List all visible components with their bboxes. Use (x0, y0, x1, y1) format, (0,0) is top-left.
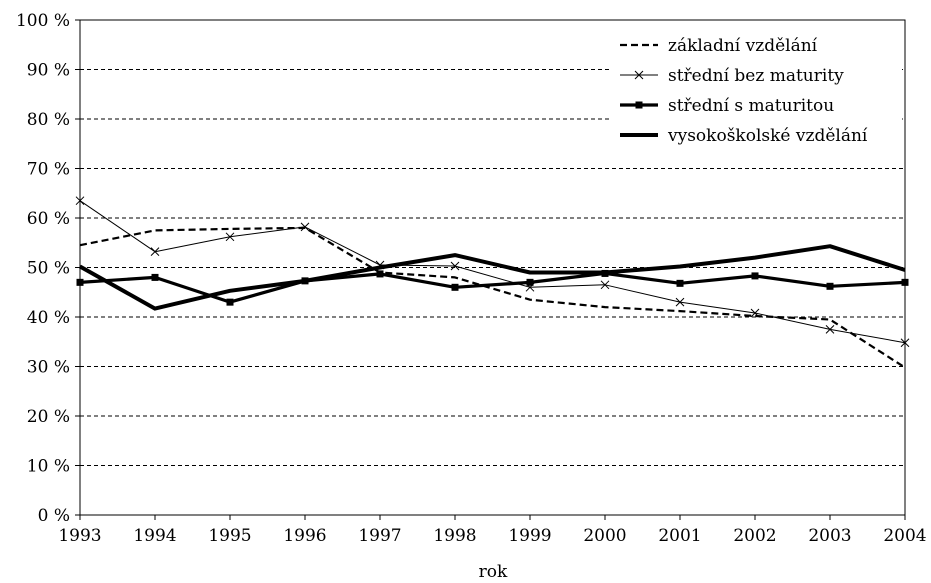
x-tick-label: 1998 (433, 526, 476, 546)
square-marker (526, 278, 534, 286)
square-marker (151, 273, 159, 281)
square-marker (376, 270, 384, 278)
x-tick-label: 2000 (583, 526, 626, 546)
legend-item-2: střední s maturitou (620, 96, 834, 116)
square-marker (676, 279, 684, 287)
y-tick-label: 60 % (27, 209, 70, 229)
x-marker (675, 297, 685, 307)
series-line (79, 244, 906, 311)
x-tick-label: 1994 (133, 526, 176, 546)
square-marker (76, 278, 84, 286)
square-marker (751, 272, 759, 280)
y-tick-label: 40 % (27, 308, 70, 328)
x-marker (750, 308, 760, 318)
x-tick-label: 2002 (733, 526, 776, 546)
legend-label: střední bez maturity (668, 66, 844, 86)
x-marker (450, 261, 460, 271)
series-line (79, 271, 906, 304)
x-marker (225, 232, 235, 242)
legend-label: střední s maturitou (668, 96, 834, 116)
x-tick-label: 1995 (208, 526, 251, 546)
square-marker (901, 278, 909, 286)
x-tick-label: 1999 (508, 526, 551, 546)
x-tick-label: 1997 (358, 526, 401, 546)
series-1 (75, 196, 910, 348)
x-tick-label: 2003 (808, 526, 851, 546)
y-tick-label: 80 % (27, 110, 70, 130)
y-tick-label: 0 % (38, 506, 70, 526)
x-tick-label: 1993 (58, 526, 101, 546)
legend: základní vzdělání střední bez maturity stř… (610, 30, 902, 162)
legend-item-3: vysokoškolské vzdělání (620, 126, 868, 146)
legend-box (610, 30, 902, 162)
x-axis-title: rok (479, 562, 508, 582)
x-marker (900, 338, 910, 348)
x-tick-label: 1996 (283, 526, 326, 546)
square-marker (226, 298, 234, 306)
y-tick-label: 50 % (27, 259, 70, 279)
x-marker (825, 325, 835, 334)
legend-label: základní vzdělání (668, 36, 818, 56)
x-marker (600, 280, 610, 290)
x-marker (150, 247, 160, 257)
square-marker (451, 283, 459, 291)
square-marker (826, 282, 834, 290)
series-line (79, 226, 906, 369)
x-marker (300, 222, 310, 232)
y-tick-label: 90 % (27, 61, 70, 81)
y-tick-label: 70 % (27, 160, 70, 180)
square-marker (635, 101, 643, 109)
series-2 (76, 269, 909, 306)
y-tick-label: 10 % (27, 457, 70, 477)
y-tick-labels: 0 % 10 % 20 % 30 % 40 % 50 % 60 % 70 % 80 % 90 % 1… (16, 11, 70, 526)
x-tick-labels: 1993 1994 1995 1996 1997 1998 1999 2000 2001 2002… (58, 526, 926, 546)
series-line (79, 200, 906, 344)
x-tick-label: 2001 (658, 526, 701, 546)
y-tick-label: 30 % (27, 358, 70, 378)
x-marker (75, 196, 85, 206)
legend-item-0: základní vzdělání (620, 36, 818, 56)
series-3 (79, 244, 906, 311)
data-series (75, 196, 910, 369)
legend-label: vysokoškolské vzdělání (667, 126, 868, 146)
y-tick-label: 20 % (27, 407, 70, 427)
x-marker (634, 70, 644, 80)
y-tick-label: 100 % (16, 11, 70, 31)
legend-item-1: střední bez maturity (620, 66, 844, 86)
series-0 (79, 226, 906, 369)
x-tick-label: 2004 (883, 526, 926, 546)
